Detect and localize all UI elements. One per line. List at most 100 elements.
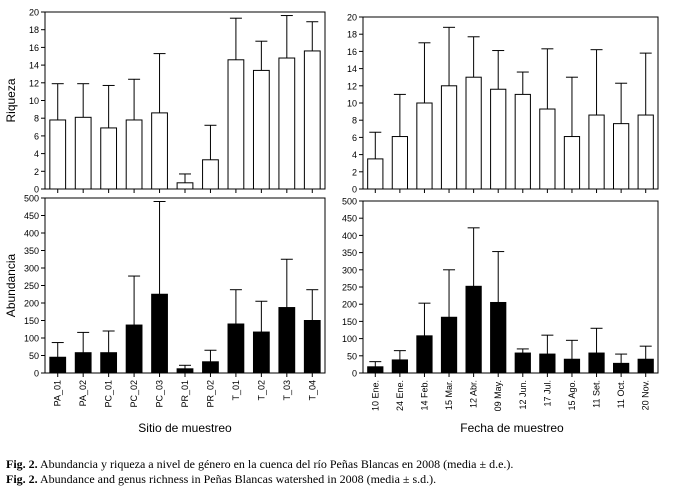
bar (125, 324, 143, 374)
x-tick-label: 17 Jul. (542, 380, 552, 407)
figure-2: Sitio de muestreo Fecha de muestreo 0 2 4 6… (4, 8, 659, 435)
x-tick-label: PA_01 (53, 380, 63, 406)
y-tick-label: 6 (34, 131, 39, 141)
y-tick-label: 18 (347, 30, 357, 40)
bar (391, 136, 408, 190)
bar (440, 85, 458, 190)
y-tick-label: 50 (29, 351, 39, 361)
x-tick-label: 12 Abr. (469, 380, 479, 408)
y-tick-label: 6 (352, 133, 357, 143)
y-tick-label: 200 (24, 299, 39, 309)
x-tick-label: PR_01 (180, 380, 190, 408)
x-tick-label: PC_03 (155, 380, 165, 408)
y-tick-label: 12 (347, 81, 357, 91)
bar (637, 358, 654, 374)
y-tick-label: 18 (29, 25, 39, 35)
bar (588, 114, 605, 190)
bar (514, 93, 531, 190)
y-tick-label: 16 (29, 43, 39, 53)
x-tick-label: 10 Ene. (370, 380, 380, 411)
y-tick-label: 150 (342, 317, 357, 327)
y-tick-label: 150 (24, 316, 39, 326)
bar (416, 102, 433, 190)
y-tick-label: 4 (352, 150, 357, 160)
y-tick-label: 10 (29, 96, 39, 106)
bar (125, 119, 143, 190)
y-tick-label: 4 (34, 149, 39, 159)
bar (514, 352, 531, 374)
y-tick-label: 0 (352, 185, 357, 195)
bar (367, 158, 384, 190)
y-tick-label: 20 (347, 13, 357, 23)
x-tick-label: T_01 (231, 380, 241, 401)
x-tick-label: 14 Feb. (419, 380, 429, 411)
caption-spanish: Fig. 2. Abundancia y riqueza a nivel de … (6, 457, 513, 472)
caption-spanish-text: Abundancia y riqueza a nivel de género e… (37, 457, 514, 471)
y-tick-label: 450 (24, 211, 39, 221)
caption-english: Fig. 2. Abundance and genus richness in … (6, 472, 436, 487)
bar (74, 116, 92, 190)
bar (613, 123, 630, 190)
y-tick-label: 450 (342, 214, 357, 224)
x-tick-label: T_04 (307, 380, 317, 401)
bar (367, 366, 384, 374)
bar (539, 108, 556, 190)
chart-top-right: 0 2 4 6 8 10 12 14 16 18 20 (347, 13, 659, 195)
bar (490, 88, 507, 190)
bar (391, 359, 408, 374)
bar (465, 285, 482, 374)
y-axis-label: Riqueza (4, 78, 18, 122)
bar (227, 323, 245, 374)
bar (74, 352, 92, 374)
chart-bottom-left: 0 50 100 150 200 250 300 350 400 450 500 PA_01 PA_02… (4, 194, 326, 408)
bar (303, 320, 321, 374)
bar (440, 316, 458, 374)
bar (563, 136, 581, 190)
bar (563, 358, 581, 374)
bar (252, 69, 270, 190)
bar (465, 76, 482, 190)
x-tick-label: PA_02 (78, 380, 88, 406)
bar (100, 352, 118, 374)
bar (252, 331, 270, 374)
y-tick-label: 350 (342, 248, 357, 258)
y-tick-label: 14 (29, 61, 39, 71)
bar (176, 368, 194, 374)
y-tick-label: 20 (29, 8, 39, 18)
y-axis-label: Abundancia (4, 253, 18, 317)
y-tick-label: 500 (342, 197, 357, 207)
y-tick-label: 0 (352, 369, 357, 379)
x-tick-label: PR_02 (205, 380, 215, 408)
y-tick-label: 100 (24, 334, 39, 344)
bar (588, 352, 605, 374)
y-tick-label: 400 (24, 229, 39, 239)
y-tick-label: 12 (29, 78, 39, 88)
y-tick-label: 300 (24, 264, 39, 274)
bar (176, 182, 194, 190)
y-tick-label: 400 (342, 231, 357, 241)
x-tick-label: 09 May. (493, 380, 503, 411)
bar (416, 335, 433, 374)
caption-english-text: Abundance and genus richness in Peñas Bl… (37, 472, 437, 486)
x-tick-label: T_02 (256, 380, 266, 401)
chart-bottom-right: 0 50 100 150 200 250 300 350 400 450 500 10 Ene. 24 … (342, 197, 659, 411)
bar (202, 361, 219, 374)
bar (227, 59, 245, 190)
bar (151, 293, 168, 374)
x-tick-label: 15 Ago. (567, 380, 577, 411)
bar (202, 159, 219, 190)
bar (49, 356, 67, 374)
x-tick-label: 11 Oct. (616, 380, 626, 408)
x-tick-label: 15 Mar. (444, 380, 454, 410)
y-tick-label: 16 (347, 47, 357, 57)
y-tick-label: 100 (342, 334, 357, 344)
bar (490, 301, 507, 374)
plot-frame (362, 200, 659, 374)
bar (637, 114, 654, 190)
bar (278, 57, 296, 190)
x-tick-label: 24 Ene. (395, 380, 405, 411)
y-tick-label: 8 (352, 116, 357, 126)
x-tick-label: T_03 (282, 380, 292, 401)
y-tick-label: 10 (347, 99, 357, 109)
bar (100, 127, 118, 190)
